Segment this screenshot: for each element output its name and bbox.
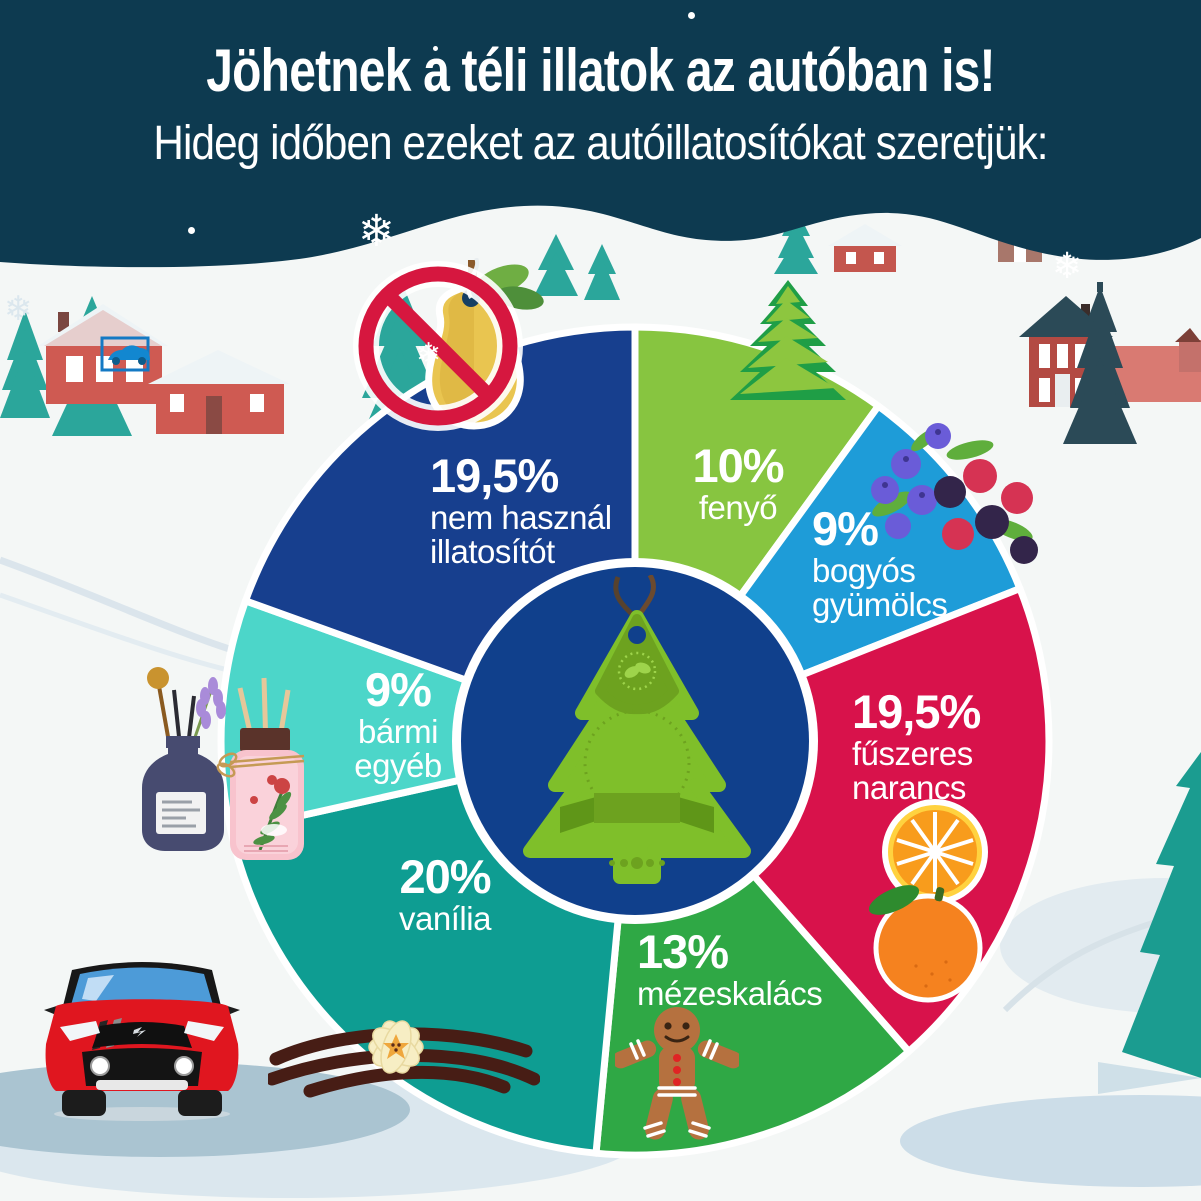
cabin-icon (148, 350, 290, 434)
snowflake-icon: ❄ (358, 207, 395, 256)
snow-dot (433, 46, 438, 51)
page-subtitle: Hideg időben ezeket az autóillatosítókat… (153, 117, 1048, 170)
red-suv-car-icon (44, 962, 240, 1121)
pine-tree-icon (0, 310, 50, 418)
snowflake-icon: ❄ (416, 338, 442, 371)
reed-diffusers-icon (142, 667, 305, 860)
snow-dot (688, 12, 695, 19)
vanilla-pods-and-flower-icon (268, 1020, 540, 1098)
label-barmi-egyeb: 9% bármi egyéb (354, 663, 442, 785)
label-bogyos: 9% bogyós gyümölcs (812, 502, 948, 624)
page-title: Jöhetnek a téli illatok az autóban is! (206, 37, 995, 104)
orange-slice-icon (882, 799, 988, 905)
winter-berries-icon (871, 423, 1038, 564)
label-vanilia: 20% vanília (399, 850, 491, 937)
no-air-freshener-pear-icon (353, 258, 544, 431)
dark-pine-icon (1063, 282, 1137, 444)
vanilla-flower-icon (368, 1020, 424, 1074)
gingerbread-man-icon (615, 1007, 739, 1140)
prohibition-icon (353, 261, 523, 431)
snowy-village-right-illustration (1019, 282, 1201, 444)
label-narancs: 19,5% fűszeres narancs (852, 685, 981, 807)
orange-slice-and-orange-icon (868, 799, 988, 1003)
christmas-tree-icon (730, 280, 846, 400)
label-nem-hasznal: 19,5% nem használ illatosítót (430, 449, 612, 571)
pink-diffuser-icon (216, 677, 305, 860)
right-spruce-illustration (1098, 752, 1201, 1094)
snow-dot (188, 227, 195, 234)
snowflake-icon: ❄ (1052, 245, 1083, 286)
navy-diffuser-icon (142, 667, 226, 851)
label-fenyo: 10% fenyő (692, 439, 784, 526)
car-logo-icon (100, 336, 150, 372)
pine-tree-air-freshener-icon (523, 575, 751, 884)
orange-icon (868, 885, 983, 1003)
label-mezeskalacs: 13% mézeskalács (637, 925, 823, 1012)
snowflake-icon: ❄ (4, 290, 33, 328)
tiny-shed-icon (1175, 328, 1201, 372)
